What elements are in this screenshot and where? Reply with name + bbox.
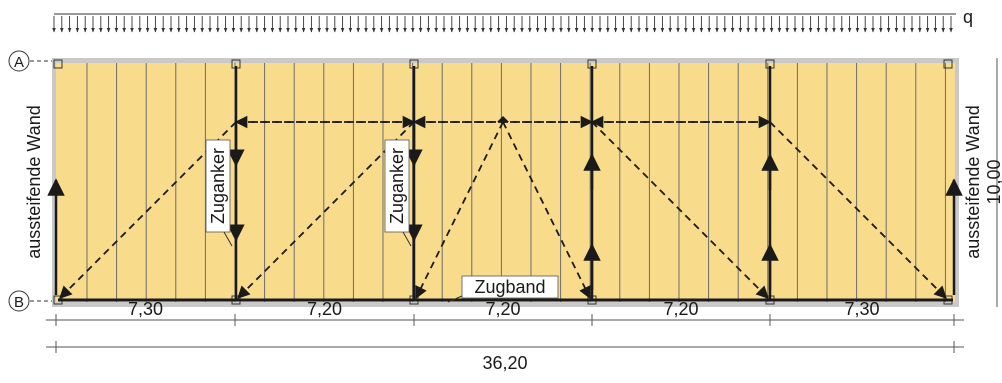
strut-line <box>769 121 947 299</box>
span-dimension-chain: 7,30 7,20 7,20 7,20 7,30 <box>46 299 964 326</box>
axis-marker-a: A <box>8 50 52 72</box>
diaphragm-panel <box>56 63 955 302</box>
tie-band-leader <box>447 295 463 303</box>
axis-label-b: B <box>14 294 24 311</box>
tie-anchor-1-leader <box>223 231 233 247</box>
tie-anchor-1-label: Zuganker <box>208 148 228 224</box>
tie-band-label: Zugband <box>474 277 545 297</box>
tie-anchor-2-leader <box>402 231 412 247</box>
span-dimension-label: 7,20 <box>663 299 698 319</box>
strut-line <box>415 121 504 300</box>
tie-anchors <box>227 66 779 300</box>
support-square <box>943 59 953 69</box>
tie-anchor-1-box <box>205 139 231 233</box>
tie-anchor-2-box <box>384 139 410 233</box>
left-wall-label: aussteifende Wand <box>24 105 44 258</box>
distributed-load-arrows <box>52 13 956 33</box>
span-dimension-label: 7,30 <box>844 299 879 319</box>
span-dimension-label: 7,20 <box>307 299 342 319</box>
tie-band-box <box>461 275 559 299</box>
span-dimension-label: 7,20 <box>485 299 520 319</box>
load-symbol: q <box>963 7 973 27</box>
tie-anchor-2-label: Zuganker <box>387 148 407 224</box>
axis-marker-b: B <box>8 290 52 312</box>
total-dimension-label: 36,20 <box>482 353 527 373</box>
right-wall-label: aussteifende Wand <box>963 105 983 258</box>
depth-dimension-label: 10,00 <box>984 159 1002 204</box>
span-dimension-label: 7,30 <box>128 299 163 319</box>
axis-label-a: A <box>14 54 24 71</box>
strut-line <box>591 121 769 299</box>
strut-line <box>502 121 591 300</box>
strut-apex <box>497 116 509 122</box>
support-square <box>53 59 63 69</box>
